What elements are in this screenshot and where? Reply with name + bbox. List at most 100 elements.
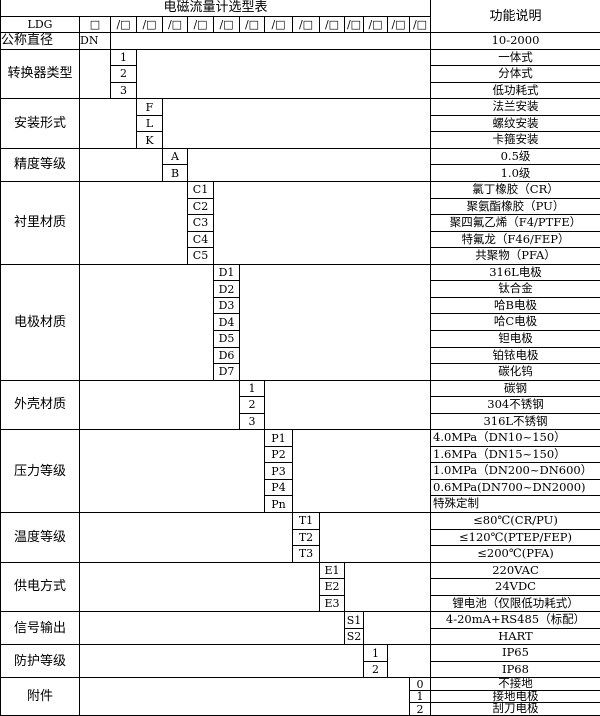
blank-cell xyxy=(80,380,240,431)
model-first-box: □ xyxy=(80,16,111,34)
blank-cell xyxy=(80,645,364,679)
option-code: 1 xyxy=(410,690,431,704)
group-label: 外壳材质 xyxy=(1,380,80,431)
option-code: D2 xyxy=(214,281,240,298)
option-code: D6 xyxy=(214,347,240,365)
blank-cell xyxy=(80,430,265,513)
group-label: 防护等级 xyxy=(1,645,80,679)
model-slot-box: /□ xyxy=(265,16,293,34)
option-description: IP68 xyxy=(431,662,600,679)
group-label: 温度等级 xyxy=(1,513,80,563)
option-code: 1 xyxy=(364,645,388,662)
option-description: 0.6MPa(DN700~DN2000) xyxy=(431,480,600,497)
option-code: P1 xyxy=(265,430,293,447)
option-code: C3 xyxy=(188,215,214,232)
blank-cell xyxy=(388,645,431,679)
option-description: 分体式 xyxy=(431,66,600,83)
option-code: F xyxy=(137,99,163,116)
blank-cell xyxy=(137,49,431,100)
option-description: 不接地 xyxy=(431,678,600,691)
option-description: ≤80℃(CR/PU) xyxy=(431,513,600,530)
option-code: S2 xyxy=(345,628,364,646)
option-description: 共聚物（PFA） xyxy=(431,248,600,265)
model-slot-box: /□ xyxy=(240,16,265,34)
function-header: 功能说明 xyxy=(431,0,600,34)
blank-cell xyxy=(345,562,431,613)
option-description: 铂铱电极 xyxy=(431,348,600,365)
option-code: 2 xyxy=(364,661,388,679)
option-code: P2 xyxy=(265,446,293,464)
group-label: 附件 xyxy=(1,678,80,716)
option-code: T3 xyxy=(293,546,320,563)
option-code: D1 xyxy=(214,264,240,282)
option-description: 24VDC xyxy=(431,579,600,596)
option-code: C1 xyxy=(188,182,214,199)
option-description: 316L电极 xyxy=(431,265,600,282)
group-label: 供电方式 xyxy=(1,562,80,613)
option-code: T2 xyxy=(293,529,320,547)
option-code: 3 xyxy=(111,82,137,100)
group-label: 压力等级 xyxy=(1,430,80,513)
group-label: 转换器类型 xyxy=(1,49,80,100)
option-description: 一体式 xyxy=(431,50,600,67)
blank-cell xyxy=(163,99,431,149)
option-description: 碳化钨 xyxy=(431,364,600,381)
option-description: 碳钢 xyxy=(431,381,600,398)
model-slot-box: /□ xyxy=(345,16,364,34)
option-code: 2 xyxy=(240,397,265,414)
blank-cell xyxy=(80,562,320,613)
option-description: ≤120℃(PTEP/FEP) xyxy=(431,530,600,547)
option-code: 2 xyxy=(410,703,431,716)
model-slot-box: /□ xyxy=(410,16,431,34)
option-description: 刮刀电极 xyxy=(431,703,600,716)
option-code: T1 xyxy=(293,513,320,530)
blank-cell xyxy=(80,612,345,646)
option-description: 聚四氟乙烯（F4/PTFE） xyxy=(431,215,600,232)
option-code: 0 xyxy=(410,678,431,691)
blank-cell xyxy=(240,264,431,381)
option-code: P3 xyxy=(265,463,293,480)
option-code: E3 xyxy=(320,595,345,613)
option-code: D5 xyxy=(214,330,240,348)
option-description: 哈C电极 xyxy=(431,314,600,331)
model-slot-box: /□ xyxy=(188,16,214,34)
model-slot-box: /□ xyxy=(388,16,410,34)
option-code: E2 xyxy=(320,579,345,596)
blank-cell xyxy=(364,612,431,646)
nominal-diameter-label: 公称直径 xyxy=(1,33,80,50)
group-label: 衬里材质 xyxy=(1,182,80,265)
option-code: K xyxy=(137,132,163,149)
blank-cell xyxy=(80,182,188,265)
option-code: D3 xyxy=(214,297,240,315)
blank-cell xyxy=(80,148,163,183)
option-description: 钽电极 xyxy=(431,331,600,348)
option-description: ≤200℃(PFA) xyxy=(431,546,600,563)
option-description: 钛合金 xyxy=(431,281,600,298)
blank-cell xyxy=(80,49,111,100)
option-description: 220VAC xyxy=(431,563,600,580)
model-slot-box: /□ xyxy=(293,16,320,34)
blank-cell xyxy=(80,513,293,563)
option-description: 哈B电极 xyxy=(431,298,600,315)
model-slot-box: /□ xyxy=(214,16,240,34)
option-code: C4 xyxy=(188,231,214,249)
option-description: 接地电极 xyxy=(431,691,600,704)
option-code: 1 xyxy=(240,380,265,398)
group-label: 精度等级 xyxy=(1,148,80,183)
model-slot-box: /□ xyxy=(111,16,137,34)
nominal-diameter-code: DN xyxy=(80,33,111,50)
blank-cell xyxy=(320,513,431,563)
option-code: B xyxy=(163,165,188,183)
option-code: L xyxy=(137,115,163,133)
blank-cell xyxy=(80,264,214,381)
option-description: 法兰安装 xyxy=(431,99,600,116)
option-code: C5 xyxy=(188,248,214,265)
blank-cell xyxy=(80,99,137,149)
group-label: 信号输出 xyxy=(1,612,80,646)
group-label: 安装形式 xyxy=(1,99,80,149)
option-description: 特氟龙（F46/FEP） xyxy=(431,232,600,249)
option-code: 1 xyxy=(111,49,137,67)
blank-cell xyxy=(214,182,431,265)
group-label: 电极材质 xyxy=(1,264,80,381)
